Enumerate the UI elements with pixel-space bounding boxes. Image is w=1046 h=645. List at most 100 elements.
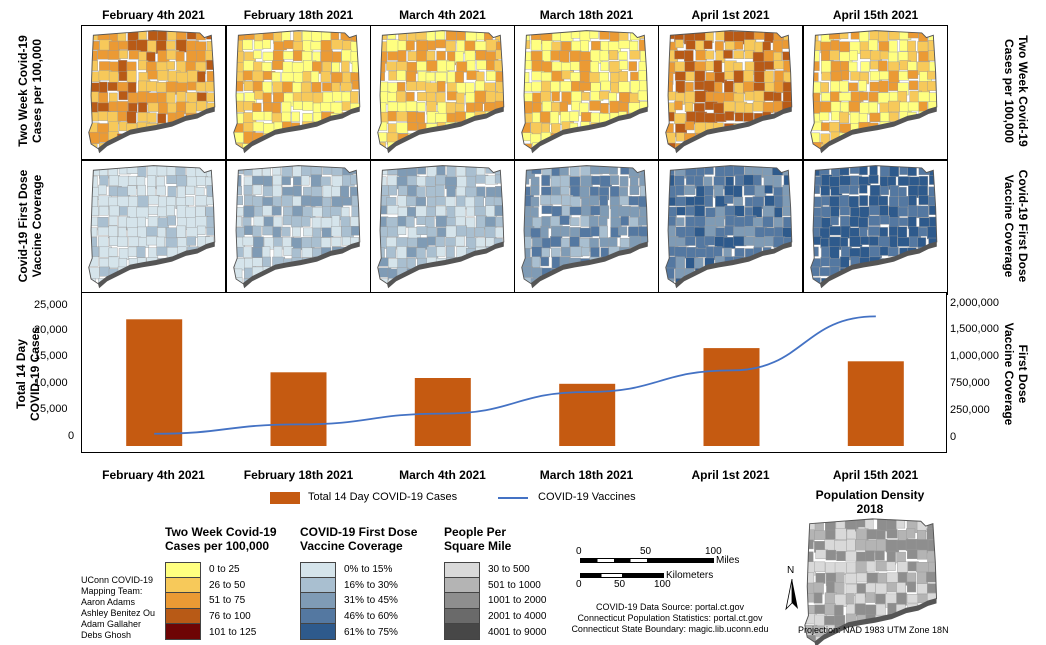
town-polygon xyxy=(407,277,416,284)
town-polygon xyxy=(310,174,322,188)
town-polygon xyxy=(484,258,496,268)
town-polygon xyxy=(349,91,359,105)
town-polygon xyxy=(521,113,533,124)
legend-density-item: 1001 to 2000 xyxy=(444,593,574,609)
legend-vaccine-item: 0% to 15% xyxy=(300,562,430,578)
town-polygon xyxy=(541,205,554,214)
town-polygon xyxy=(918,121,928,135)
town-polygon xyxy=(387,51,400,61)
town-polygon xyxy=(685,71,695,82)
town-polygon xyxy=(724,111,735,121)
town-polygon xyxy=(341,132,351,145)
town-polygon xyxy=(598,216,608,226)
town-polygon xyxy=(888,40,898,53)
town-polygon xyxy=(705,142,715,149)
legend-density-swatch xyxy=(444,577,480,594)
town-polygon xyxy=(195,195,208,207)
vaccine-map-panel xyxy=(514,160,659,295)
town-polygon xyxy=(619,256,630,271)
town-polygon xyxy=(311,142,324,149)
town-polygon xyxy=(838,195,850,209)
town-polygon xyxy=(734,41,744,50)
town-polygon xyxy=(495,268,504,282)
chart-left-axis-label: Total 14 Day COVID-19 Cases xyxy=(14,326,42,422)
town-polygon xyxy=(292,266,306,280)
town-polygon xyxy=(282,186,295,197)
town-polygon xyxy=(88,101,98,114)
town-polygon xyxy=(475,50,487,61)
town-polygon xyxy=(628,278,641,284)
town-polygon xyxy=(435,196,446,206)
town-polygon xyxy=(109,30,119,42)
legend-vaccine-item: 31% to 45% xyxy=(300,593,430,609)
town-polygon xyxy=(580,133,593,143)
cases-map-panel xyxy=(370,25,515,160)
town-polygon xyxy=(416,112,425,124)
town-polygon xyxy=(685,206,696,216)
state-outline xyxy=(665,165,793,285)
town-polygon xyxy=(879,131,889,144)
town-polygon xyxy=(281,195,295,207)
town-polygon xyxy=(350,123,360,136)
town-polygon xyxy=(88,41,100,51)
town-polygon xyxy=(639,185,648,197)
town-polygon xyxy=(206,278,215,284)
town-polygon xyxy=(445,225,457,238)
town-polygon xyxy=(551,91,560,102)
town-polygon xyxy=(416,247,426,260)
town-polygon xyxy=(876,539,888,552)
town-polygon xyxy=(742,278,754,284)
vaccine-map-panel xyxy=(81,160,226,295)
town-polygon xyxy=(782,206,791,217)
town-polygon xyxy=(550,194,562,205)
town-polygon xyxy=(674,113,686,125)
town-polygon xyxy=(166,143,177,149)
town-polygon xyxy=(844,635,856,643)
vaccine-row-label: Covid-19 First Dose Vaccine Coverage xyxy=(16,169,44,283)
town-polygon xyxy=(579,60,592,73)
x-category-label: March 18th 2021 xyxy=(539,468,634,482)
town-polygon xyxy=(405,100,417,112)
town-polygon xyxy=(599,90,610,100)
town-polygon xyxy=(175,142,187,149)
town-polygon xyxy=(839,206,851,216)
town-polygon xyxy=(859,143,868,149)
town-polygon xyxy=(639,142,648,149)
town-polygon xyxy=(829,246,840,260)
town-polygon xyxy=(907,267,920,281)
town-polygon xyxy=(485,266,499,276)
town-polygon xyxy=(916,549,928,560)
town-polygon xyxy=(262,39,271,49)
town-polygon xyxy=(618,121,631,135)
town-polygon xyxy=(540,225,549,239)
town-polygon xyxy=(340,30,353,42)
town-polygon xyxy=(725,141,734,149)
town-polygon xyxy=(856,528,869,542)
town-polygon xyxy=(744,39,757,52)
town-polygon xyxy=(829,226,842,236)
town-polygon xyxy=(810,50,820,63)
town-polygon xyxy=(341,49,352,63)
town-polygon xyxy=(425,72,436,82)
town-polygon xyxy=(906,594,920,604)
town-polygon xyxy=(591,40,601,51)
town-polygon xyxy=(340,185,350,198)
town-polygon xyxy=(187,122,197,136)
town-polygon xyxy=(590,267,603,277)
town-polygon xyxy=(293,31,302,43)
town-polygon xyxy=(415,276,428,284)
town-polygon xyxy=(156,246,169,256)
coastline-shadow xyxy=(242,241,360,289)
town-polygon xyxy=(619,60,628,70)
town-polygon xyxy=(157,227,166,238)
town-polygon xyxy=(887,246,899,257)
town-polygon xyxy=(618,132,629,143)
town-polygon xyxy=(455,142,465,149)
town-polygon xyxy=(397,225,407,235)
town-polygon xyxy=(292,143,304,149)
town-polygon xyxy=(675,80,686,94)
town-polygon xyxy=(753,174,762,187)
town-polygon xyxy=(782,267,792,280)
town-polygon xyxy=(252,111,265,121)
town-polygon xyxy=(919,217,930,228)
